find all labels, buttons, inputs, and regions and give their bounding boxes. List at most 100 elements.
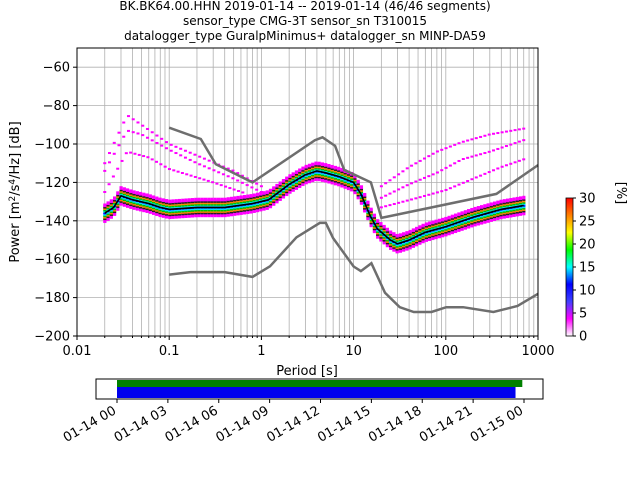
- psd-cell: [486, 210, 490, 213]
- grid: [76, 48, 538, 337]
- psd-cell: [447, 221, 451, 224]
- psd-cell: [385, 243, 390, 246]
- x-tick-label: 100: [433, 344, 458, 359]
- psd-cell: [174, 214, 178, 218]
- psd-cell: [463, 215, 467, 219]
- psd-cell: [304, 169, 308, 172]
- psd-cell: [512, 197, 516, 200]
- psd-cell: [304, 170, 308, 173]
- psd-cell: [161, 204, 165, 207]
- psd-cell: [385, 234, 390, 238]
- psd-cell: [431, 220, 435, 223]
- psd-cell: [509, 198, 513, 201]
- psd-cell: [408, 242, 412, 246]
- psd-cell: [411, 239, 415, 243]
- psd-cell: [398, 250, 403, 253]
- psd-cell: [311, 164, 315, 167]
- psd-cell: [239, 196, 243, 200]
- psd-cell: [164, 199, 169, 202]
- psd-cell: [190, 208, 195, 211]
- psd-cell: [242, 209, 247, 212]
- colorbar-label: [%]: [613, 182, 628, 205]
- x-tick-label: 1000: [521, 344, 554, 359]
- psd-cell: [392, 239, 396, 242]
- psd-cell: [405, 232, 409, 235]
- psd-cell: [155, 209, 159, 212]
- y-tick-label: −80: [43, 99, 70, 114]
- psd-cell: [324, 163, 328, 166]
- psd-cell: [379, 226, 383, 229]
- psd-cell: [262, 194, 266, 197]
- psd-cell: [187, 215, 191, 218]
- psd-cell: [190, 203, 195, 206]
- psd-cell: [353, 176, 357, 179]
- psd-cell: [278, 194, 282, 197]
- psd-cell: [479, 220, 484, 224]
- psd-cell: [252, 203, 256, 206]
- psd-cell: [473, 206, 477, 210]
- psd-cell: [177, 214, 182, 217]
- psd-cell: [148, 207, 152, 210]
- psd-cell: [151, 205, 156, 208]
- psd-cell: [398, 237, 403, 240]
- psd-cell: [122, 200, 126, 203]
- psd-cell: [106, 205, 110, 208]
- psd-cell: [181, 198, 185, 201]
- psd-cell: [431, 226, 435, 229]
- psd-cell: [441, 233, 445, 236]
- psd-cell: [184, 205, 188, 208]
- psd-cell: [291, 175, 295, 178]
- psd-cell: [518, 206, 523, 209]
- psd-cell: [242, 197, 247, 201]
- psd-cell: [106, 202, 110, 206]
- psd-cell: [372, 225, 377, 228]
- psd-cell: [158, 207, 162, 210]
- psd-cell: [467, 210, 471, 213]
- chart-title-line-3: datalogger_type GuralpMinimus+ datalogge…: [124, 29, 486, 43]
- psd-cell: [116, 205, 120, 208]
- psd-cell: [145, 210, 149, 213]
- psd-cell: [384, 194, 388, 197]
- psd-cell: [454, 229, 458, 232]
- psd-cell: [356, 179, 360, 183]
- psd-cell: [509, 143, 513, 146]
- psd-cell: [246, 211, 250, 215]
- psd-cell: [190, 198, 195, 201]
- psd-cell: [190, 202, 195, 205]
- psd-cell: [437, 230, 441, 233]
- colorbar-gradient: [565, 197, 574, 337]
- psd-cell: [112, 207, 117, 211]
- psd-cell: [285, 190, 289, 194]
- psd-cell: [320, 165, 325, 168]
- psd-cell: [294, 171, 299, 175]
- psd-cell: [496, 203, 500, 206]
- psd-cell: [402, 232, 406, 235]
- psd-cell: [392, 245, 396, 248]
- psd-cell: [392, 233, 396, 236]
- psd-cell: [207, 159, 211, 162]
- psd-cell: [492, 217, 497, 220]
- timeline-tick-label: 01-14 18: [366, 403, 424, 445]
- psd-cell: [245, 184, 249, 187]
- psd-cell: [486, 217, 490, 220]
- psd-cell: [272, 203, 276, 206]
- psd-cell: [294, 183, 299, 186]
- psd-cell: [129, 205, 133, 208]
- psd-cell: [311, 168, 315, 171]
- psd-cell: [489, 209, 493, 212]
- psd-cell: [229, 201, 234, 204]
- psd-cell: [379, 223, 383, 226]
- psd-cell: [177, 201, 182, 205]
- psd-cell: [136, 121, 140, 124]
- psd-cell: [398, 249, 403, 252]
- psd-cell: [444, 234, 448, 237]
- psd-cell: [454, 226, 458, 229]
- psd-cell: [278, 198, 282, 201]
- psd-cell: [343, 186, 347, 189]
- psd-cell: [275, 196, 279, 200]
- psd-cell: [382, 236, 386, 239]
- psd-cell: [402, 245, 406, 248]
- psd-cell: [363, 192, 367, 196]
- psd-cell: [145, 193, 149, 196]
- psd-cell: [285, 180, 289, 184]
